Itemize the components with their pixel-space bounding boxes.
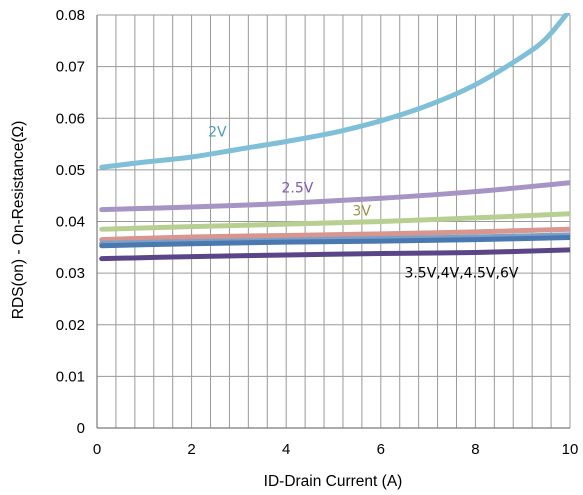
y-tick-label: 0.07: [56, 59, 85, 76]
y-tick-label: 0.04: [56, 214, 85, 231]
y-tick-label: 0.01: [56, 368, 85, 385]
series-line-2v: [99, 13, 570, 170]
series-label: 3.5V,4V,4.5V,6V: [404, 265, 518, 281]
y-tick-label: 0.05: [56, 162, 85, 179]
series-line-2-5v: [99, 180, 570, 213]
x-tick-label: 6: [377, 441, 385, 458]
x-axis-title: ID-Drain Current (A): [264, 473, 403, 490]
y-tick-label: 0: [77, 420, 85, 437]
series-label: 2V: [208, 124, 227, 140]
x-tick-label: 4: [282, 441, 290, 458]
series-lines: [99, 13, 570, 262]
series-line-curve-6: [99, 247, 570, 262]
y-tick-label: 0.08: [56, 7, 85, 24]
series-labels: 2V 2.5V 3V 3.5V,4V,4.5V,6V: [208, 124, 519, 281]
tick-labels: 0 2 4 6 8 10 0 0.01 0.02 0.03 0.04 0.05 0.06 0.07 0.08: [56, 7, 579, 458]
x-tick-label: 0: [93, 441, 101, 458]
y-tick-label: 0.02: [56, 317, 85, 334]
series-line-curve-5: [99, 235, 570, 249]
x-tick-label: 8: [471, 441, 479, 458]
series-line-curve-3: [99, 226, 570, 243]
axes: [96, 15, 570, 429]
series-line-3v: [99, 211, 570, 232]
y-axis-title: RDS(on) - On-Resistance(Ω): [10, 121, 27, 320]
x-tick-label: 2: [187, 441, 195, 458]
y-tick-label: 0.06: [56, 110, 85, 127]
x-tick-label: 10: [562, 441, 579, 458]
series-label: 2.5V: [281, 181, 313, 197]
series-label: 3V: [352, 203, 371, 219]
y-tick-label: 0.03: [56, 265, 85, 282]
